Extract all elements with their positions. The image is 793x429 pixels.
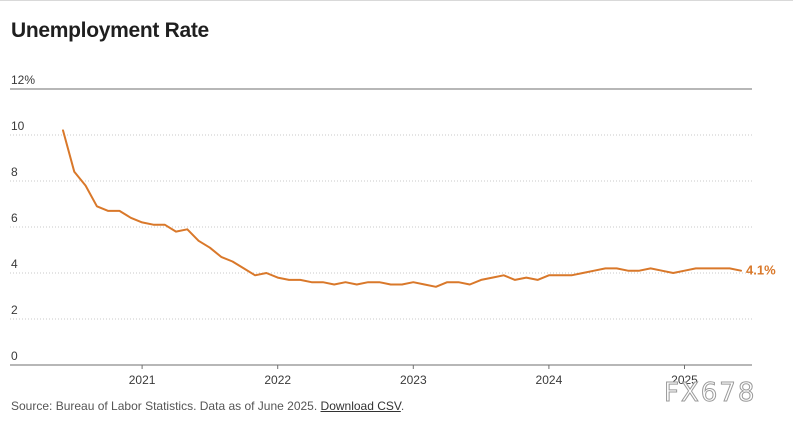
download-csv-link[interactable]: Download CSV — [320, 399, 401, 413]
x-tick-label: 2022 — [264, 373, 291, 387]
source-note: Source: Bureau of Labor Statistics. Data… — [11, 399, 404, 413]
top-divider — [0, 0, 793, 1]
unemployment-rate-line — [62, 129, 742, 288]
x-tick-label: 2024 — [536, 373, 563, 387]
y-tick-label: 2 — [11, 303, 18, 317]
y-tick-label: 8 — [11, 165, 18, 179]
watermark-logo: FX678 — [663, 378, 757, 409]
source-trailing: . — [400, 399, 405, 413]
y-tick-label: 12% — [11, 73, 35, 87]
x-tick-label: 2023 — [400, 373, 427, 387]
y-tick-label: 10 — [11, 119, 25, 133]
x-tick-label: 2025 — [671, 373, 698, 387]
y-tick-label: 4 — [11, 257, 18, 271]
y-tick-label: 0 — [11, 349, 18, 363]
end-value-label: 4.1% — [746, 263, 776, 278]
y-tick-label: 6 — [11, 211, 18, 225]
x-tick-label: 2021 — [129, 373, 156, 387]
source-text: Source: Bureau of Labor Statistics. Data… — [11, 399, 318, 413]
chart-title: Unemployment Rate — [11, 19, 209, 42]
